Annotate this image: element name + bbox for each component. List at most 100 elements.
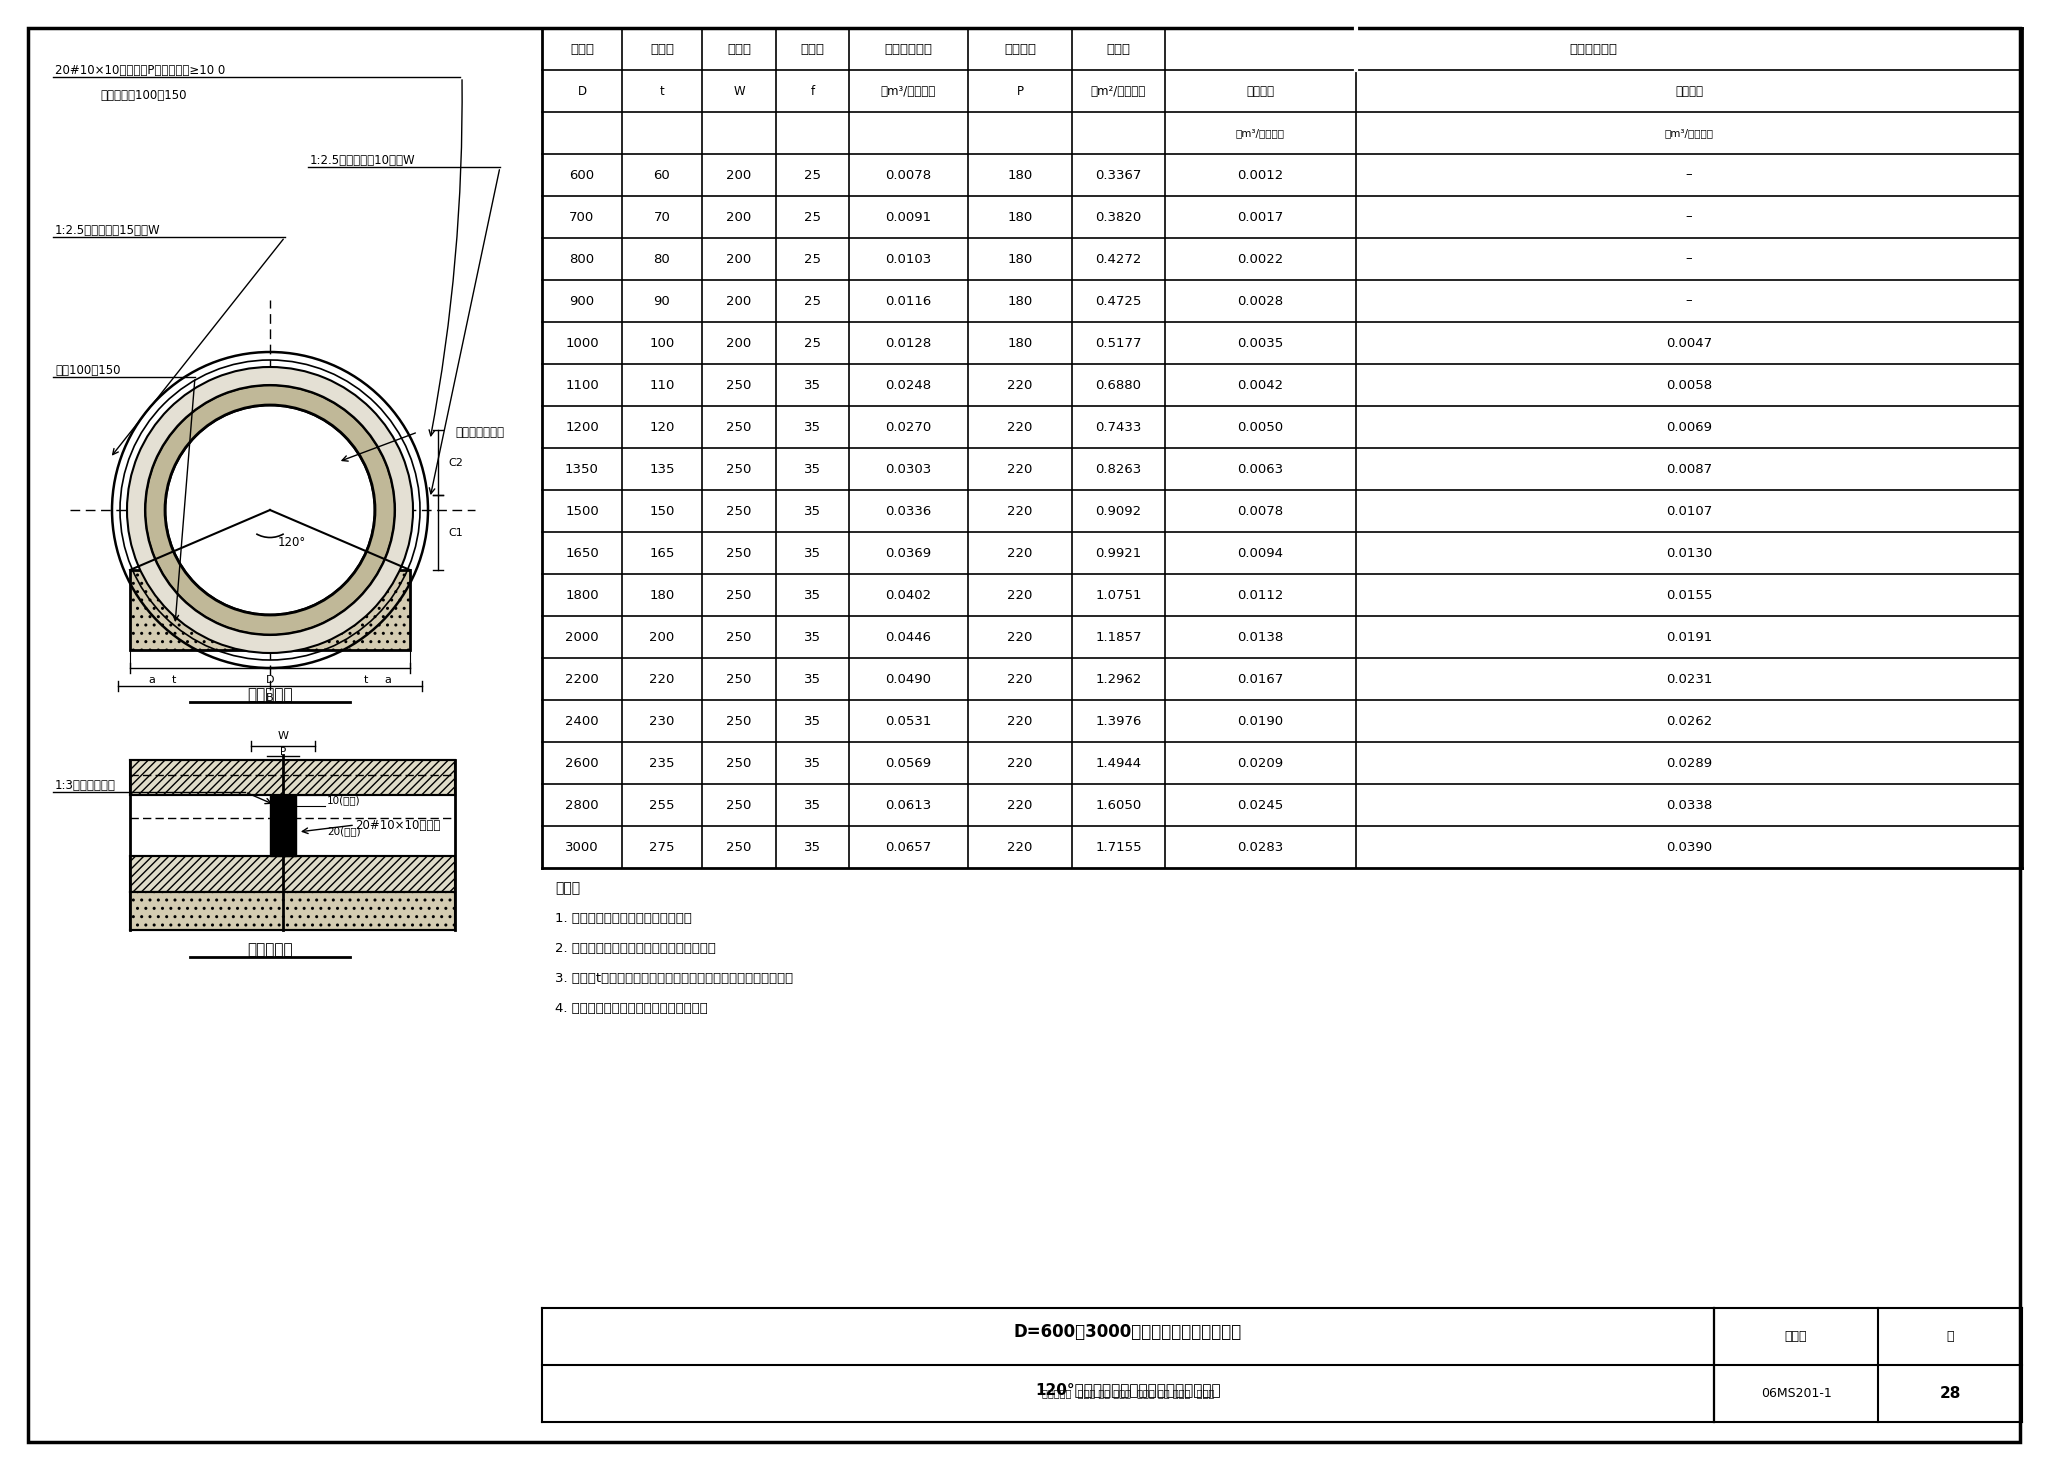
Text: 250: 250 bbox=[727, 378, 752, 391]
Text: 220: 220 bbox=[1008, 631, 1032, 644]
Text: 4. 本表中填缝水泥砂浆工程量仅供参考。: 4. 本表中填缝水泥砂浆工程量仅供参考。 bbox=[555, 1001, 709, 1014]
Text: 钢丝网宽: 钢丝网宽 bbox=[1004, 43, 1036, 56]
Text: 120°混凝土基础镰丝网水泥砂浆抒带接口: 120°混凝土基础镰丝网水泥砂浆抒带接口 bbox=[1034, 1382, 1221, 1396]
Text: 200: 200 bbox=[727, 337, 752, 350]
Text: 35: 35 bbox=[805, 631, 821, 644]
Text: 0.0231: 0.0231 bbox=[1665, 672, 1712, 685]
Text: 800: 800 bbox=[569, 253, 594, 266]
Text: 0.0248: 0.0248 bbox=[885, 378, 932, 391]
Text: 180: 180 bbox=[1008, 337, 1032, 350]
Text: 2200: 2200 bbox=[565, 672, 598, 685]
Text: 0.0283: 0.0283 bbox=[1237, 841, 1284, 854]
Text: C1: C1 bbox=[449, 528, 463, 538]
Text: 250: 250 bbox=[727, 463, 752, 475]
Text: 235: 235 bbox=[649, 757, 674, 769]
Text: 0.9921: 0.9921 bbox=[1096, 547, 1141, 560]
Text: 35: 35 bbox=[805, 504, 821, 517]
Text: 1200: 1200 bbox=[565, 420, 598, 434]
Text: 220: 220 bbox=[1008, 798, 1032, 811]
Bar bbox=[129, 892, 455, 931]
Text: 0.0289: 0.0289 bbox=[1665, 757, 1712, 769]
Text: 0.0209: 0.0209 bbox=[1237, 757, 1284, 769]
Text: 180: 180 bbox=[1008, 169, 1032, 181]
Text: 0.0369: 0.0369 bbox=[885, 547, 932, 560]
Text: 1.1857: 1.1857 bbox=[1096, 631, 1141, 644]
Text: 250: 250 bbox=[727, 672, 752, 685]
Text: D=600～3000钉筋混凝土平口及企口管: D=600～3000钉筋混凝土平口及企口管 bbox=[1014, 1323, 1243, 1342]
Text: 0.9092: 0.9092 bbox=[1096, 504, 1141, 517]
Text: 35: 35 bbox=[805, 463, 821, 475]
Text: 25: 25 bbox=[805, 337, 821, 350]
Text: 1.6050: 1.6050 bbox=[1096, 798, 1141, 811]
Text: 图集号: 图集号 bbox=[1784, 1330, 1806, 1344]
Text: 接口纵断面: 接口纵断面 bbox=[248, 942, 293, 957]
Text: 3000: 3000 bbox=[565, 841, 598, 854]
Bar bbox=[129, 760, 455, 795]
Text: 700: 700 bbox=[569, 210, 594, 223]
Text: 审核王樾山  叶弍山 校对 盛英节  魏寨节 设计 温丽晖  温润坚: 审核王樾山 叶弍山 校对 盛英节 魏寨节 设计 温丽晖 温润坚 bbox=[1042, 1389, 1214, 1398]
Text: 0.0657: 0.0657 bbox=[885, 841, 932, 854]
Text: 0.0262: 0.0262 bbox=[1665, 714, 1712, 728]
Text: 带基相接处凿毛: 带基相接处凿毛 bbox=[455, 425, 504, 438]
Text: 0.0128: 0.0128 bbox=[885, 337, 932, 350]
Text: 2800: 2800 bbox=[565, 798, 598, 811]
Text: 1350: 1350 bbox=[565, 463, 598, 475]
Text: 600: 600 bbox=[569, 169, 594, 181]
Text: 220: 220 bbox=[1008, 757, 1032, 769]
Text: （m²/每个口）: （m²/每个口） bbox=[1092, 84, 1147, 97]
Text: 0.4272: 0.4272 bbox=[1096, 253, 1141, 266]
Text: 插入管基深100～150: 插入管基深100～150 bbox=[100, 88, 186, 101]
Text: 220: 220 bbox=[1008, 547, 1032, 560]
Text: 220: 220 bbox=[1008, 420, 1032, 434]
Text: （m³/每个口）: （m³/每个口） bbox=[881, 84, 936, 97]
Text: 1.3976: 1.3976 bbox=[1096, 714, 1141, 728]
Text: 0.0390: 0.0390 bbox=[1665, 841, 1712, 854]
Text: 0.0058: 0.0058 bbox=[1665, 378, 1712, 391]
Text: 20#10×10镰丝网宽P、搭接长度≥10 0: 20#10×10镰丝网宽P、搭接长度≥10 0 bbox=[55, 63, 225, 76]
Text: 0.0028: 0.0028 bbox=[1237, 294, 1284, 307]
Text: 0.0336: 0.0336 bbox=[885, 504, 932, 517]
Text: 35: 35 bbox=[805, 841, 821, 854]
Bar bbox=[129, 570, 410, 650]
Text: 2. 在抒带宽度内管外壁凿毛、刷净、润湿。: 2. 在抒带宽度内管外壁凿毛、刷净、润湿。 bbox=[555, 941, 717, 954]
Text: 说明：: 说明： bbox=[555, 881, 580, 895]
Text: 锡入100～150: 锡入100～150 bbox=[55, 363, 121, 376]
Bar bbox=[270, 795, 297, 856]
Text: 25: 25 bbox=[805, 169, 821, 181]
Text: 0.6880: 0.6880 bbox=[1096, 378, 1141, 391]
Text: –: – bbox=[1686, 210, 1692, 223]
Text: 1800: 1800 bbox=[565, 588, 598, 601]
Text: –: – bbox=[1686, 253, 1692, 266]
Text: 0.0012: 0.0012 bbox=[1237, 169, 1284, 181]
Text: 20#10×10镰丝网: 20#10×10镰丝网 bbox=[354, 819, 440, 832]
Text: 1100: 1100 bbox=[565, 378, 598, 391]
Text: 220: 220 bbox=[1008, 378, 1032, 391]
Text: 220: 220 bbox=[1008, 588, 1032, 601]
Text: 80: 80 bbox=[653, 253, 670, 266]
Text: 0.0613: 0.0613 bbox=[885, 798, 932, 811]
Text: W: W bbox=[276, 731, 289, 741]
Text: 200: 200 bbox=[727, 294, 752, 307]
Text: 0.3367: 0.3367 bbox=[1096, 169, 1141, 181]
Text: 150: 150 bbox=[649, 504, 674, 517]
Text: 接口横断面: 接口横断面 bbox=[248, 688, 293, 703]
Text: t: t bbox=[659, 84, 664, 97]
Text: 0.0446: 0.0446 bbox=[885, 631, 932, 644]
Bar bbox=[129, 856, 455, 892]
Text: W: W bbox=[733, 84, 745, 97]
Text: 0.0402: 0.0402 bbox=[885, 588, 932, 601]
Text: 110: 110 bbox=[649, 378, 674, 391]
Text: 0.0112: 0.0112 bbox=[1237, 588, 1284, 601]
Text: 2400: 2400 bbox=[565, 714, 598, 728]
Text: 0.0245: 0.0245 bbox=[1237, 798, 1284, 811]
Text: （平口）: （平口） bbox=[1247, 84, 1274, 97]
Text: 200: 200 bbox=[727, 169, 752, 181]
Text: 220: 220 bbox=[1008, 504, 1032, 517]
Text: 200: 200 bbox=[727, 210, 752, 223]
Text: 0.0069: 0.0069 bbox=[1665, 420, 1712, 434]
Text: 10(平口): 10(平口) bbox=[328, 795, 360, 806]
Text: B: B bbox=[266, 692, 274, 703]
Text: 0.0155: 0.0155 bbox=[1665, 588, 1712, 601]
Text: 0.8263: 0.8263 bbox=[1096, 463, 1141, 475]
Text: 230: 230 bbox=[649, 714, 674, 728]
